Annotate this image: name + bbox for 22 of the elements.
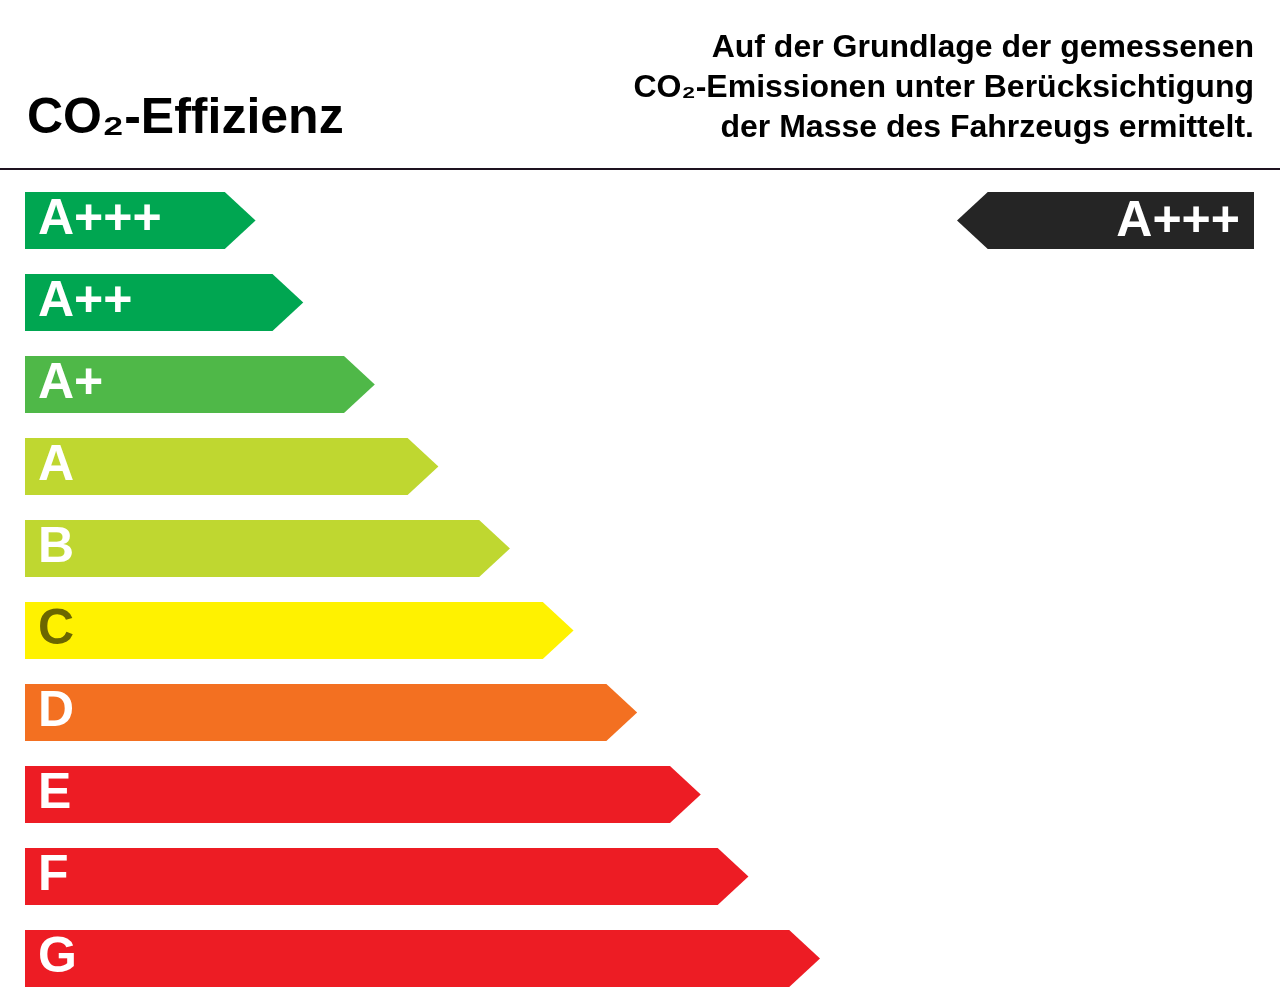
text: A+++: [1116, 191, 1240, 248]
chart-title: CO₂-Effizienz: [27, 88, 344, 144]
bar: [25, 766, 701, 823]
bar: [25, 356, 375, 413]
y-tick-label: A+++: [38, 189, 162, 246]
y-tick-label: G: [38, 927, 77, 984]
y-tick-label: C: [38, 599, 75, 656]
bar: [25, 848, 749, 905]
y-tick-label: F: [38, 845, 69, 902]
text: Auf der Grundlage der gemessenen CO₂-Emissionen unter Berücksichtigung der Masse des Fahrzeugs ermittelt.: [633, 27, 1254, 146]
y-tick-label: A+: [38, 353, 104, 410]
bar: [25, 684, 638, 741]
bar: [25, 602, 574, 659]
y-tick-label: A++: [38, 271, 133, 328]
bar: [25, 930, 820, 987]
bar: [25, 520, 510, 577]
y-tick-label: B: [38, 517, 75, 574]
y-tick-label: D: [38, 681, 75, 738]
bar: [25, 438, 439, 495]
bar: [25, 274, 304, 331]
y-tick-label: E: [38, 763, 72, 820]
y-tick-label: A: [38, 435, 75, 492]
